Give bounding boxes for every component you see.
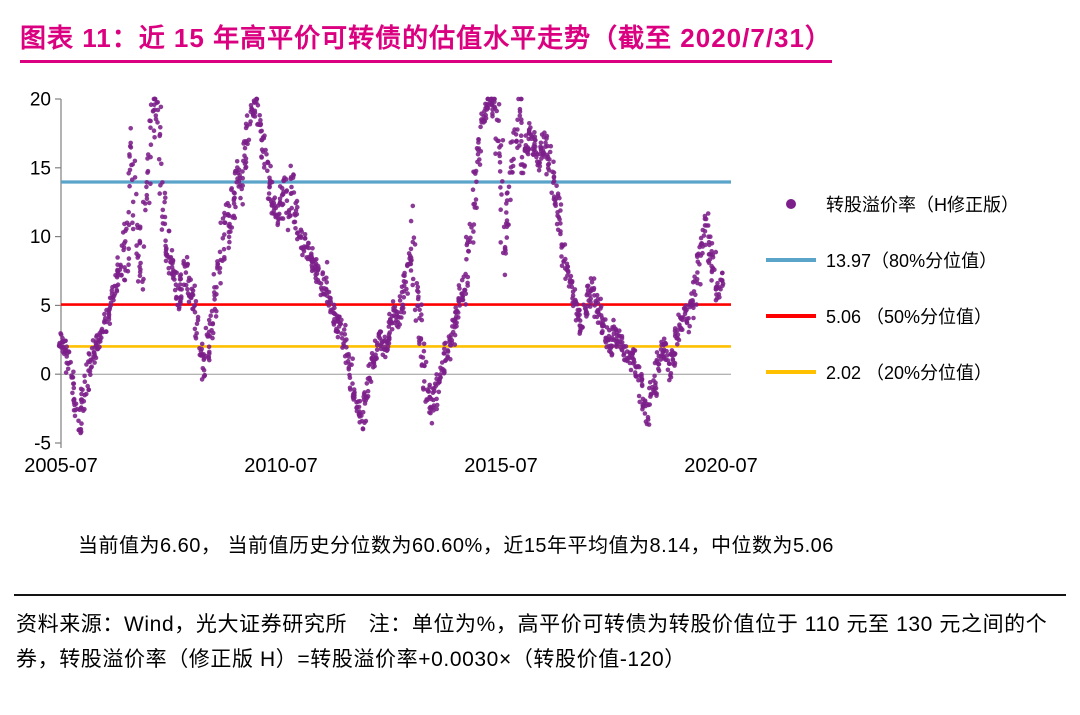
stats-line: 当前值为6.60， 当前值历史分位数为60.60%，近15年平均值为8.14，中… (78, 535, 834, 557)
legend-item-series: 转股溢价率（H修正版） (766, 191, 1019, 217)
p20-line-icon (766, 370, 816, 374)
svg-text:20: 20 (30, 90, 51, 111)
svg-text:2020-07: 2020-07 (684, 455, 757, 477)
legend-label: 13.97（80%分位值） (826, 251, 998, 271)
svg-text:10: 10 (30, 227, 51, 248)
p50-line-icon (766, 314, 816, 318)
chart-legend: 转股溢价率（H修正版） 13.97（80%分位值） 5.06 （50%分位值） … (766, 87, 1019, 385)
figure-title-block: 图表 11：近 15 年高平价可转债的估值水平走势（截至 2020/7/31） (0, 0, 1080, 63)
figure-title: 图表 11：近 15 年高平价可转债的估值水平走势（截至 2020/7/31） (20, 18, 832, 63)
legend-item-p80: 13.97（80%分位值） (766, 247, 1019, 273)
legend-label: 5.06 （50%分位值） (826, 307, 993, 327)
svg-text:-5: -5 (34, 434, 51, 455)
legend-label: 2.02 （20%分位值） (826, 363, 993, 383)
svg-text:5: 5 (40, 296, 51, 317)
series-dot-icon (766, 199, 816, 209)
p80-line-icon (766, 258, 816, 262)
legend-item-p20: 2.02 （20%分位值） (766, 359, 1019, 385)
source-note: 资料来源：Wind，光大证券研究所 注：单位为%，高平价可转债为转股价值位于 1… (16, 613, 1048, 671)
legend-item-p50: 5.06 （50%分位值） (766, 303, 1019, 329)
scatter-chart: -5 0 5 10 15 20 2005-07 2010-07 2015-07 2020-07 (24, 90, 757, 478)
chart-area: -5 0 5 10 15 20 2005-07 2010-07 2015-07 2020-07 转… (0, 87, 1080, 487)
legend-label: 转股溢价率（H修正版） (826, 195, 1019, 215)
svg-text:0: 0 (40, 365, 51, 386)
svg-text:2015-07: 2015-07 (464, 455, 537, 477)
footer-divider (14, 594, 1066, 596)
svg-text:2010-07: 2010-07 (244, 455, 317, 477)
svg-text:15: 15 (30, 158, 51, 179)
svg-text:2005-07: 2005-07 (24, 455, 97, 477)
